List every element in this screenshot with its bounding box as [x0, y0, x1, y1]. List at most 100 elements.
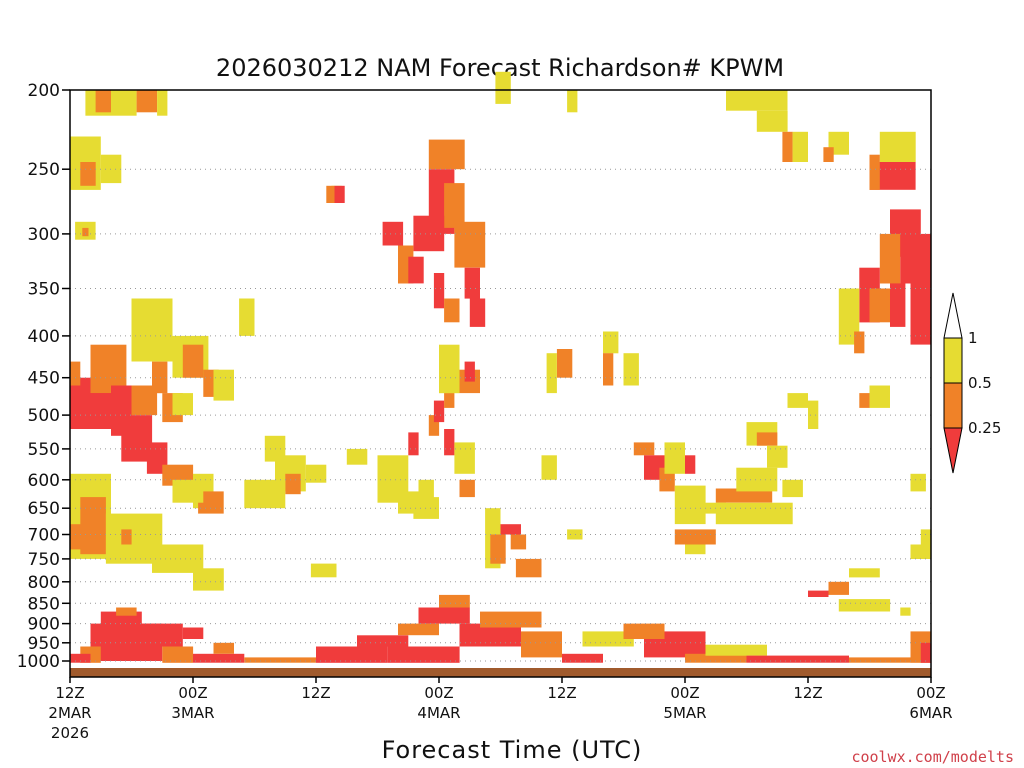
- x-tick-date: 2MAR: [48, 704, 91, 722]
- y-tick-label: 600: [28, 471, 60, 491]
- heatmap-cell: [854, 331, 865, 354]
- x-axis-label: Forecast Time (UTC): [382, 736, 643, 764]
- credit-text[interactable]: coolwx.com/modelts: [851, 748, 1014, 766]
- heatmap-cell: [685, 544, 706, 555]
- heatmap-cell: [726, 90, 788, 111]
- heatmap-cell: [879, 131, 916, 162]
- heatmap-cell: [890, 283, 906, 327]
- heatmap-cell: [413, 215, 445, 252]
- heatmap-cell: [213, 642, 234, 654]
- heatmap-cell: [182, 627, 204, 639]
- heatmap-cell: [346, 448, 368, 465]
- heatmap-cell: [823, 147, 834, 162]
- heatmap-cell: [326, 185, 335, 203]
- heatmap-cell: [869, 288, 890, 323]
- heatmap-cell: [674, 529, 716, 545]
- heatmap-cell: [131, 298, 173, 362]
- x-tick-label: 00Z: [178, 684, 207, 702]
- heatmap-cell: [567, 529, 583, 540]
- heatmap-cell: [920, 642, 932, 663]
- x-tick-label: 00Z: [424, 684, 453, 702]
- heatmap-cell: [172, 479, 204, 503]
- y-axis: 200 250 300 350 400 450 500 550 600 650 700 750 8008…: [17, 81, 70, 672]
- heatmap-cell: [82, 227, 89, 237]
- x-tick-label: 00Z: [670, 684, 699, 702]
- heatmap-cell: [116, 607, 137, 616]
- heatmap-cell: [849, 568, 880, 578]
- heatmap-cell: [357, 635, 409, 647]
- x-tick-date: 5MAR: [663, 704, 706, 722]
- heatmap-cells: [70, 71, 932, 663]
- heatmap-cell: [244, 479, 286, 509]
- heatmap-cell: [398, 623, 439, 636]
- heatmap-cell: [808, 590, 829, 597]
- y-tick-label: 250: [28, 160, 60, 180]
- x-tick-date: 6MAR: [909, 704, 952, 722]
- heatmap-cell: [193, 568, 224, 591]
- heatmap-cell: [213, 369, 234, 401]
- y-tick-label: 400: [28, 327, 60, 347]
- heatmap-cell: [521, 631, 562, 658]
- heatmap-cell: [556, 349, 573, 378]
- heatmap-cell: [746, 655, 849, 663]
- x-tick-date: 4MAR: [417, 704, 460, 722]
- heatmap-cell: [428, 139, 465, 170]
- y-tick-label: 700: [28, 526, 60, 546]
- heatmap-cell: [182, 344, 204, 378]
- heatmap-cell: [95, 90, 111, 113]
- heatmap-cell: [136, 90, 158, 113]
- heatmap-cell: [736, 467, 778, 492]
- x-tick-date: 3MAR: [171, 704, 214, 722]
- heatmap-cell: [239, 298, 255, 336]
- heatmap-cell: [541, 455, 557, 480]
- y-tick-label: 450: [28, 369, 60, 389]
- heatmap-cell: [464, 361, 475, 382]
- heatmap-cell: [70, 524, 86, 550]
- y-tick-label: 500: [28, 406, 60, 426]
- x-tick-label: 12Z: [55, 684, 84, 702]
- heatmap-cell: [490, 534, 506, 564]
- heatmap-cell: [849, 657, 911, 663]
- heatmap-cell: [469, 298, 486, 327]
- heatmap-cell: [546, 353, 557, 394]
- y-tick-label: 300: [28, 225, 60, 245]
- heatmap-cell: [111, 90, 137, 116]
- heatmap-cell: [690, 502, 706, 514]
- x-tick-label: 12Z: [301, 684, 330, 702]
- heatmap-cell: [439, 344, 460, 394]
- heatmap-cell: [910, 283, 931, 345]
- heatmap-cell: [316, 646, 388, 663]
- gridlines: [70, 168, 931, 662]
- heatmap-cell: [428, 415, 440, 436]
- heatmap-cell: [100, 154, 122, 184]
- y-tick-label: 550: [28, 440, 60, 460]
- heatmap-cell: [198, 491, 224, 514]
- heatmap-cell: [444, 298, 460, 323]
- heatmap-cell: [146, 442, 168, 474]
- heatmap-cell: [705, 644, 767, 656]
- heatmap-cell: [454, 442, 475, 474]
- y-tick-label: 850: [28, 594, 60, 614]
- heatmap-cell: [444, 429, 455, 456]
- heatmap-cell: [869, 385, 890, 408]
- heatmap-cell: [787, 393, 808, 408]
- y-tick-label: 800: [28, 573, 60, 593]
- heatmap-cell: [382, 221, 404, 246]
- heatmap-cell: [838, 288, 860, 345]
- heatmap-cell: [756, 432, 778, 446]
- heatmap-cell: [603, 353, 614, 386]
- heatmap-cell: [900, 607, 911, 616]
- legend-label: 0.5: [968, 374, 992, 392]
- heatmap-cell: [510, 534, 527, 550]
- heatmap-cell: [433, 400, 445, 423]
- heatmap-cell: [152, 361, 168, 394]
- heatmap-cell: [90, 344, 127, 394]
- heatmap-cell: [162, 646, 194, 663]
- heatmap-cell: [244, 657, 317, 663]
- heatmap-cell: [808, 400, 819, 429]
- heatmap-cell: [334, 185, 345, 203]
- y-tick-label: 1000: [17, 652, 60, 672]
- heatmap-cell: [828, 581, 849, 595]
- heatmap-cell: [500, 524, 521, 535]
